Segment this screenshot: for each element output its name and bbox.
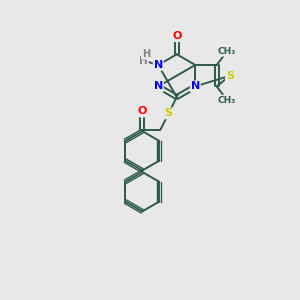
Text: S: S: [165, 108, 172, 118]
Text: O: O: [172, 31, 182, 41]
Text: S: S: [226, 71, 234, 81]
Text: N: N: [154, 81, 163, 92]
Text: N: N: [154, 60, 163, 70]
Text: H: H: [139, 56, 148, 66]
Text: H: H: [142, 49, 150, 59]
Text: O: O: [138, 106, 147, 116]
Text: N: N: [191, 81, 200, 92]
Text: CH₃: CH₃: [218, 47, 236, 56]
Text: CH₃: CH₃: [218, 95, 236, 104]
